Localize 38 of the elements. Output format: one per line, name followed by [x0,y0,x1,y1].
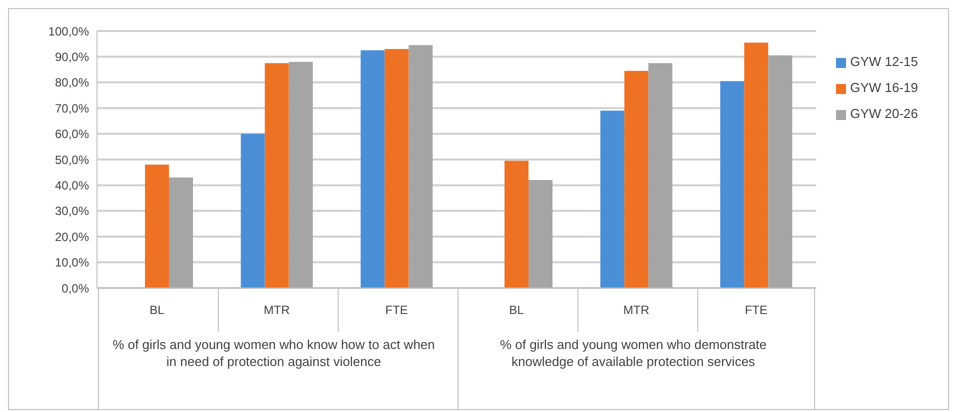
y-tick-label: 0,0% [62,281,90,296]
bar [408,45,433,288]
legend-label: GYW 12-15 [850,54,918,69]
bar [648,63,672,288]
y-tick-label: 100,0% [48,24,90,38]
bar [144,164,169,288]
y-tick-label: 70,0% [54,101,90,116]
bar [624,70,648,288]
bar [288,62,313,288]
y-tick-label: 40,0% [54,178,90,192]
bar [240,134,265,288]
y-tick-label: 20,0% [54,230,90,244]
y-tick-label: 60,0% [54,127,90,142]
y-tick-label: 30,0% [54,204,90,218]
bar [720,81,744,288]
bar [384,48,409,288]
x-tick-label: FTE [744,303,768,317]
legend-label: GYW 16-19 [850,80,918,95]
bar [768,55,792,288]
y-tick-label: 10,0% [54,256,90,270]
bar [360,50,385,288]
bar [600,110,624,288]
bar [264,63,289,288]
bar [528,180,553,288]
x-tick-label: MTR [623,303,650,317]
text: % of girls and young women who demonstrate knowledge of available protection services [498,336,768,370]
x-tick-label: BL [509,303,524,317]
x-tick-label: FTE [385,303,408,317]
y-tick-label: 90,0% [54,50,90,64]
y-tick-label: 80,0% [54,76,90,90]
bar [168,177,193,288]
x-tick-label: MTR [264,303,290,317]
x-tick-label: BL [150,303,165,317]
bar [504,160,529,288]
y-tick-label: 50,0% [54,152,90,167]
legend-label: GYW 20-26 [850,106,918,121]
text: % of girls and young women who know how to act when in need of protection against violence [112,336,436,370]
bar [744,42,768,288]
